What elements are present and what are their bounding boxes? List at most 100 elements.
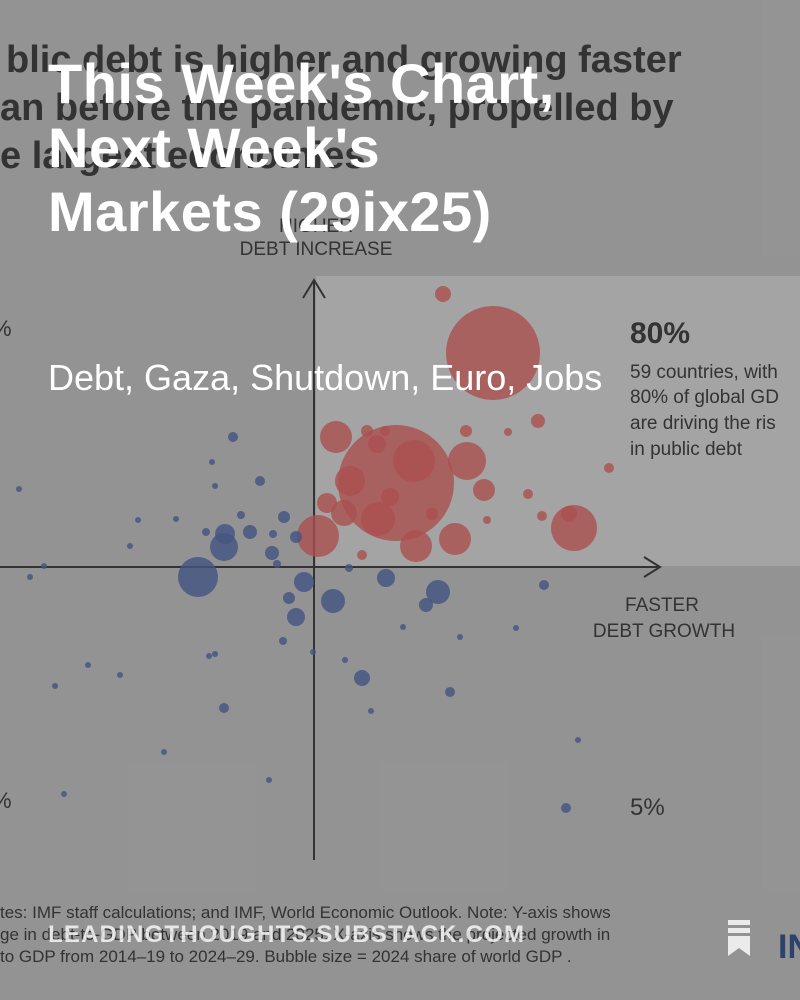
callout-line-2: 80% of global GD <box>630 387 779 408</box>
red-bubble <box>448 442 486 480</box>
blue-bubble <box>206 653 212 659</box>
blue-bubble <box>269 530 277 538</box>
red-bubble <box>393 440 435 482</box>
callout-line-4: in public debt <box>630 439 743 460</box>
callout-line-1: 59 countries, with <box>630 362 778 383</box>
blue-bubble <box>368 708 374 714</box>
blue-bubble <box>342 657 348 663</box>
blue-bubble <box>294 572 314 592</box>
bookmark-icon <box>728 920 750 956</box>
red-bubble <box>297 515 339 557</box>
blue-bubble <box>266 777 272 783</box>
blue-bubble <box>61 791 67 797</box>
red-bubble <box>604 463 614 473</box>
source-line-3: to GDP from 2014–19 to 2024–29. Bubble s… <box>0 947 572 966</box>
red-bubble <box>368 435 386 453</box>
blue-bubble <box>400 624 406 630</box>
blue-bubble <box>215 524 235 544</box>
imf-logo-fragment: IN <box>778 928 800 966</box>
blue-bubble <box>321 589 345 613</box>
blue-bubble <box>310 649 316 655</box>
blue-bubble <box>287 608 305 626</box>
blue-bubble <box>561 803 571 813</box>
x-axis-label-line-2: DEBT GROWTH <box>593 621 735 642</box>
red-bubble <box>446 306 540 400</box>
blue-bubble <box>41 563 47 569</box>
red-bubble <box>320 421 352 453</box>
y-axis-arrow <box>302 278 326 299</box>
blue-bubble <box>127 543 133 549</box>
blue-bubble <box>457 634 463 640</box>
source-line-2: ge in debt-to-GDP between 2019 and 2025.… <box>0 925 610 944</box>
red-bubbles <box>297 286 614 562</box>
blue-bubble <box>135 517 141 523</box>
blue-bubbles <box>16 432 581 813</box>
red-bubble <box>380 426 390 436</box>
y-axis-label-line-2: DEBT INCREASE <box>240 239 393 260</box>
red-bubble <box>426 508 438 520</box>
red-bubble <box>561 506 577 522</box>
blue-bubble <box>161 749 167 755</box>
blue-bubble <box>178 557 218 597</box>
red-bubble <box>357 550 367 560</box>
red-bubble <box>361 502 395 536</box>
blue-bubble <box>290 531 302 543</box>
blue-bubble <box>173 516 179 522</box>
bookmark-button[interactable] <box>722 918 756 958</box>
left-tick-bottom: % <box>0 788 12 813</box>
post-title[interactable]: This Week's Chart, Next Week's Markets (… <box>48 52 555 243</box>
blue-bubble <box>202 528 210 536</box>
chart-title-line-2: an before the pandemic, propelled by <box>0 87 674 129</box>
red-bubble <box>400 530 432 562</box>
blue-bubble <box>273 560 281 568</box>
blue-bubble <box>117 672 123 678</box>
red-bubble <box>537 511 547 521</box>
red-bubble <box>317 493 337 513</box>
blue-bubble <box>27 574 33 580</box>
blue-bubble <box>212 483 218 489</box>
chart-title-line-3: e largest economies <box>0 135 365 177</box>
y-axis-label-line-1: HIGHER <box>279 216 353 237</box>
blue-bubble <box>426 580 450 604</box>
source-line-1: tes: IMF staff calculations; and IMF, Wo… <box>0 903 611 922</box>
blue-bubble <box>255 476 265 486</box>
blue-bubble <box>228 432 238 442</box>
blue-bubble <box>209 459 215 465</box>
blue-bubble <box>445 687 455 697</box>
blue-bubble <box>345 564 353 572</box>
callout-line-3: are driving the ris <box>630 413 776 434</box>
x-axis-arrow <box>643 556 662 578</box>
blue-bubble <box>513 625 519 631</box>
red-bubble <box>335 466 365 496</box>
blue-bubble <box>85 662 91 668</box>
blue-bubble <box>212 651 218 657</box>
red-bubble <box>361 425 373 437</box>
blue-bubble <box>279 637 287 645</box>
blue-bubble <box>419 598 433 612</box>
red-bubble <box>523 489 533 499</box>
blue-bubble <box>219 703 229 713</box>
blue-bubble <box>575 737 581 743</box>
red-bubble <box>381 488 399 506</box>
x-axis-label-line-1: FASTER <box>625 595 699 616</box>
blue-bubble <box>283 592 295 604</box>
blue-bubble <box>237 511 245 519</box>
red-bubble <box>504 428 512 436</box>
blue-bubble <box>354 670 370 686</box>
blue-bubble <box>278 511 290 523</box>
blue-bubble <box>377 569 395 587</box>
red-bubble <box>531 414 545 428</box>
publication-domain[interactable]: LEADINGTHOUGHTS.SUBSTACK.COM <box>48 921 526 948</box>
red-bubble <box>460 425 472 437</box>
red-bubble <box>483 516 491 524</box>
red-bubble <box>331 500 357 526</box>
blue-bubble <box>265 546 279 560</box>
chart-title-line-1: blic debt is higher and growing faster <box>6 39 682 81</box>
blue-bubble <box>16 486 22 492</box>
blue-bubble <box>539 580 549 590</box>
red-bubble <box>439 523 471 555</box>
red-bubble <box>435 286 451 302</box>
blue-bubble <box>52 683 58 689</box>
